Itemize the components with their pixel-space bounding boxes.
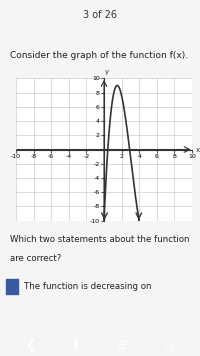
Bar <box>6 279 18 294</box>
Text: The function is decreasing on: The function is decreasing on <box>24 282 152 291</box>
Text: Consider the graph of the function f(x).: Consider the graph of the function f(x). <box>10 51 188 60</box>
Text: ❮: ❮ <box>25 339 35 352</box>
Text: are correct?: are correct? <box>10 253 61 263</box>
Text: y: y <box>105 69 109 75</box>
Text: ⊞: ⊞ <box>117 339 127 352</box>
Text: Which two statements about the function: Which two statements about the function <box>10 235 190 244</box>
Text: ⧉: ⧉ <box>164 339 172 352</box>
Text: x: x <box>196 147 200 152</box>
Text: ⬆: ⬆ <box>71 339 81 352</box>
Text: 3 of 26: 3 of 26 <box>83 10 117 20</box>
